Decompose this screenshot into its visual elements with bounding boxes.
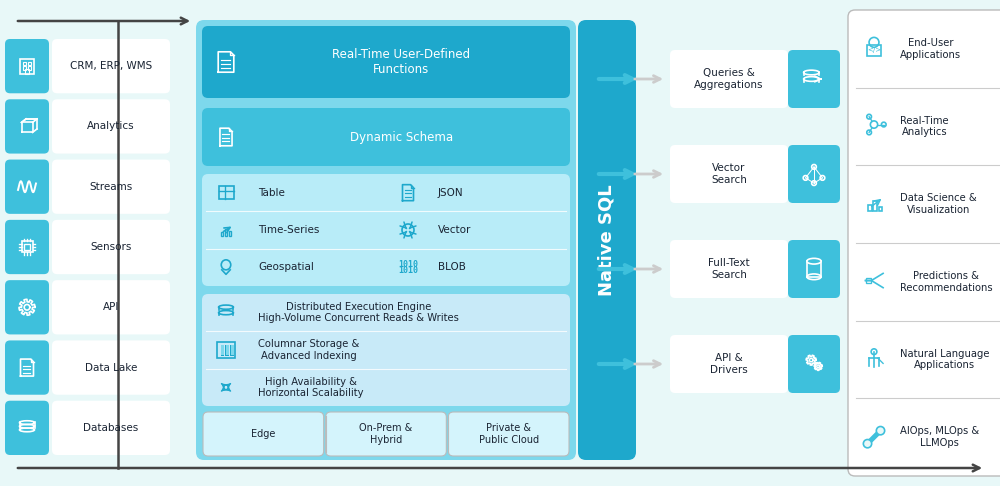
Bar xyxy=(225,345,229,355)
Text: Vector: Vector xyxy=(438,225,471,235)
Text: 1010: 1010 xyxy=(398,260,418,269)
Text: Edge: Edge xyxy=(251,429,276,439)
Bar xyxy=(25,69,29,74)
FancyBboxPatch shape xyxy=(848,10,1000,476)
Bar xyxy=(221,345,224,355)
Text: Sensors: Sensors xyxy=(90,242,132,252)
Text: Native SQL: Native SQL xyxy=(598,184,616,296)
FancyBboxPatch shape xyxy=(52,340,170,395)
Bar xyxy=(218,186,234,199)
Text: Predictions &
Recommendations: Predictions & Recommendations xyxy=(900,271,993,293)
FancyBboxPatch shape xyxy=(52,280,170,334)
Bar xyxy=(217,342,235,358)
Text: High Availability &
Horizontal Scalability: High Availability & Horizontal Scalabili… xyxy=(258,377,364,398)
Text: CRM, ERP, WMS: CRM, ERP, WMS xyxy=(70,61,152,71)
Text: JSON: JSON xyxy=(438,188,464,198)
Bar xyxy=(866,278,871,283)
FancyBboxPatch shape xyxy=(788,50,840,108)
FancyBboxPatch shape xyxy=(202,26,570,98)
Circle shape xyxy=(876,427,885,435)
Text: Dynamic Schema: Dynamic Schema xyxy=(350,131,453,143)
FancyBboxPatch shape xyxy=(670,145,788,203)
Text: BLOB: BLOB xyxy=(438,262,466,272)
Bar xyxy=(868,205,872,210)
Bar xyxy=(224,229,227,237)
FancyBboxPatch shape xyxy=(788,145,840,203)
Text: Queries &
Aggregations: Queries & Aggregations xyxy=(694,68,764,90)
FancyBboxPatch shape xyxy=(203,412,324,456)
Bar xyxy=(879,207,882,210)
Bar xyxy=(873,201,877,210)
Ellipse shape xyxy=(807,259,821,264)
FancyBboxPatch shape xyxy=(52,39,170,93)
FancyBboxPatch shape xyxy=(5,39,49,93)
FancyBboxPatch shape xyxy=(202,174,570,286)
Text: Analytics: Analytics xyxy=(87,122,135,131)
FancyBboxPatch shape xyxy=(670,50,788,108)
Text: Databases: Databases xyxy=(83,423,139,433)
FancyBboxPatch shape xyxy=(202,108,570,166)
Bar xyxy=(24,244,30,250)
Bar xyxy=(867,45,881,56)
Text: End-User
Applications: End-User Applications xyxy=(900,38,961,60)
FancyBboxPatch shape xyxy=(326,412,446,456)
Bar xyxy=(20,59,34,74)
Bar xyxy=(220,345,224,355)
FancyBboxPatch shape xyxy=(52,401,170,455)
Bar xyxy=(22,62,26,65)
Bar xyxy=(220,232,223,237)
Text: Real-Time User-Defined
Functions: Real-Time User-Defined Functions xyxy=(332,48,470,76)
FancyBboxPatch shape xyxy=(448,412,569,456)
FancyBboxPatch shape xyxy=(5,220,49,274)
FancyBboxPatch shape xyxy=(670,335,788,393)
FancyBboxPatch shape xyxy=(202,294,570,406)
Text: Data Science &
Visualization: Data Science & Visualization xyxy=(900,193,977,215)
Text: Columnar Storage &
Advanced Indexing: Columnar Storage & Advanced Indexing xyxy=(258,339,359,361)
FancyBboxPatch shape xyxy=(578,20,636,460)
FancyBboxPatch shape xyxy=(788,240,840,298)
Text: Natural Language
Applications: Natural Language Applications xyxy=(900,348,990,370)
FancyBboxPatch shape xyxy=(52,159,170,214)
Text: Vector
Search: Vector Search xyxy=(711,163,747,185)
FancyBboxPatch shape xyxy=(196,20,576,460)
Text: Real-Time
Analytics: Real-Time Analytics xyxy=(900,116,949,138)
FancyBboxPatch shape xyxy=(52,99,170,154)
Bar xyxy=(28,67,31,69)
Text: 1010: 1010 xyxy=(398,266,418,275)
Text: Geospatial: Geospatial xyxy=(258,262,314,272)
FancyBboxPatch shape xyxy=(670,240,788,298)
FancyBboxPatch shape xyxy=(52,220,170,274)
Bar xyxy=(22,67,26,69)
Text: AIOps, MLOps &
LLMOps: AIOps, MLOps & LLMOps xyxy=(900,426,979,448)
Bar xyxy=(231,345,234,355)
Bar xyxy=(228,231,231,237)
Text: Data Lake: Data Lake xyxy=(85,363,137,373)
Text: Streams: Streams xyxy=(89,182,133,191)
Text: Full-Text
Search: Full-Text Search xyxy=(708,258,750,280)
Text: API &
Drivers: API & Drivers xyxy=(710,353,748,375)
Bar xyxy=(230,345,234,355)
FancyBboxPatch shape xyxy=(5,340,49,395)
Bar xyxy=(28,62,31,65)
FancyBboxPatch shape xyxy=(5,401,49,455)
Text: Distributed Execution Engine
High-Volume Concurrent Reads & Writes: Distributed Execution Engine High-Volume… xyxy=(258,302,459,324)
FancyBboxPatch shape xyxy=(5,159,49,214)
Bar xyxy=(226,345,229,355)
Text: Private &
Public Cloud: Private & Public Cloud xyxy=(479,423,539,445)
Text: </>: </> xyxy=(867,48,881,53)
Circle shape xyxy=(863,439,872,448)
Bar xyxy=(22,242,32,253)
Text: API: API xyxy=(103,302,119,312)
FancyBboxPatch shape xyxy=(788,335,840,393)
FancyBboxPatch shape xyxy=(5,280,49,334)
Text: On-Prem &
Hybrid: On-Prem & Hybrid xyxy=(359,423,413,445)
Text: Time-Series: Time-Series xyxy=(258,225,319,235)
Text: Table: Table xyxy=(258,188,285,198)
Bar xyxy=(807,261,821,277)
FancyBboxPatch shape xyxy=(5,99,49,154)
